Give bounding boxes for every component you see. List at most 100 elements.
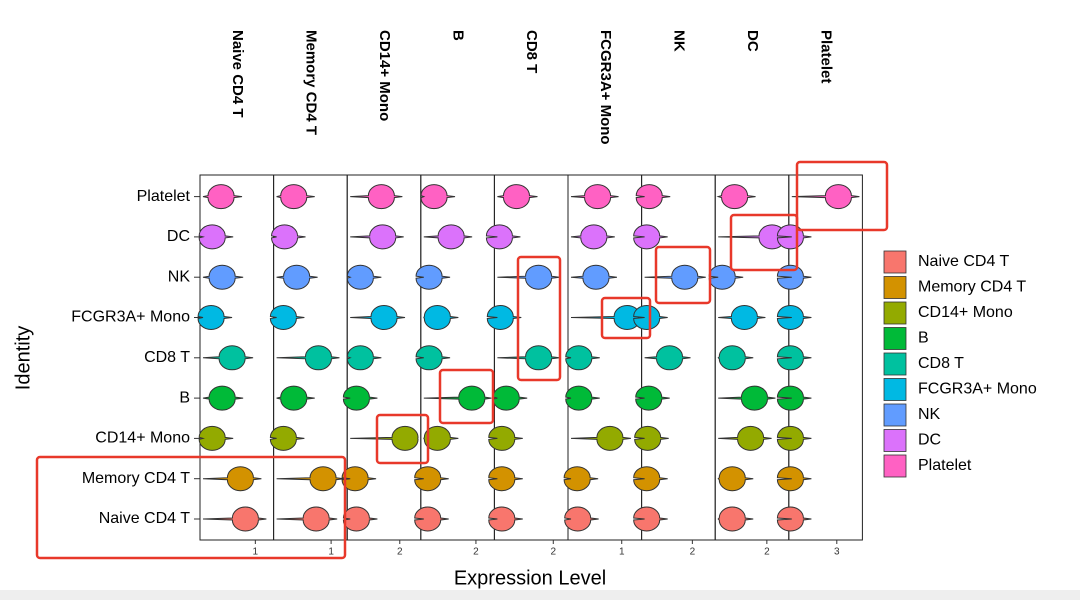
violin xyxy=(570,264,617,290)
violin xyxy=(276,385,315,411)
panel-title: Naive CD4 T xyxy=(229,30,246,118)
violin xyxy=(488,425,523,451)
violin xyxy=(791,184,860,210)
violin xyxy=(202,264,244,290)
violin xyxy=(346,345,382,371)
legend-swatch xyxy=(883,403,907,427)
violin xyxy=(341,466,377,492)
violin xyxy=(350,425,419,451)
violin xyxy=(565,345,600,371)
legend-swatch xyxy=(883,301,907,325)
violin xyxy=(563,466,599,492)
violin xyxy=(718,305,766,330)
violin xyxy=(276,506,338,532)
legend-label: Naive CD4 T xyxy=(918,253,1010,270)
violin xyxy=(269,425,305,451)
violin xyxy=(276,264,318,290)
violin xyxy=(776,385,812,411)
violin xyxy=(570,224,615,250)
violin xyxy=(423,224,473,250)
violin xyxy=(644,345,691,371)
violin xyxy=(414,506,449,532)
violin xyxy=(488,506,523,532)
violin xyxy=(716,184,756,210)
x-tick-label: 1 xyxy=(328,547,334,558)
panel-title: NK xyxy=(670,30,687,52)
panel-title: Memory CD4 T xyxy=(302,30,319,135)
y-tick-label: Memory CD4 T xyxy=(82,470,190,487)
violin xyxy=(570,184,619,210)
x-tick-label: 2 xyxy=(473,547,479,558)
violin xyxy=(497,264,560,290)
violin xyxy=(202,345,254,371)
violin xyxy=(565,385,600,411)
legend-label: CD14+ Mono xyxy=(918,304,1013,321)
legend-label: DC xyxy=(918,432,941,449)
violin xyxy=(497,345,560,371)
x-tick-label: 3 xyxy=(834,547,840,558)
violin xyxy=(488,466,523,492)
violin xyxy=(198,425,234,451)
x-tick-label: 2 xyxy=(397,547,403,558)
violin xyxy=(342,385,378,411)
violin xyxy=(276,345,340,371)
footer-band xyxy=(0,590,1080,600)
violin xyxy=(776,506,812,532)
y-tick-label: FCGR3A+ Mono xyxy=(71,309,190,326)
panel-title: Platelet xyxy=(818,30,835,83)
highlight-boxes xyxy=(35,160,889,560)
x-tick-label: 1 xyxy=(619,547,625,558)
violin xyxy=(717,466,754,492)
violin xyxy=(485,224,521,250)
violin xyxy=(202,466,262,492)
violin xyxy=(633,224,668,250)
violin xyxy=(197,305,233,330)
violin xyxy=(635,385,670,411)
violin xyxy=(718,425,772,451)
panel-title: CD8 T xyxy=(523,30,540,73)
x-tick-label: 2 xyxy=(550,547,556,558)
panel-title: CD14+ Mono xyxy=(376,30,393,121)
violin xyxy=(414,466,449,492)
highlight-box xyxy=(729,213,799,272)
violin xyxy=(633,466,668,492)
violin xyxy=(276,466,345,492)
highlight-box xyxy=(438,368,495,425)
violin xyxy=(717,345,754,371)
violin xyxy=(202,184,243,210)
highlight-box xyxy=(375,413,430,465)
legend-swatch xyxy=(883,352,907,376)
violin xyxy=(776,305,812,330)
legend-swatch xyxy=(883,250,907,274)
legend-swatch xyxy=(883,454,907,478)
violin xyxy=(776,345,812,371)
violin xyxy=(708,264,744,290)
violin xyxy=(633,506,668,532)
violin xyxy=(570,305,641,330)
violin xyxy=(423,305,459,330)
violin xyxy=(776,466,812,492)
highlight-box xyxy=(516,255,562,382)
violin xyxy=(271,224,306,250)
violin xyxy=(420,184,456,210)
highlight-box xyxy=(600,296,652,340)
x-tick-label: 2 xyxy=(764,547,770,558)
legend-label: FCGR3A+ Mono xyxy=(918,381,1037,398)
legend-label: Memory CD4 T xyxy=(918,279,1026,296)
y-tick-label: CD14+ Mono xyxy=(95,430,190,447)
y-axis-title: Identity xyxy=(12,326,34,390)
violin xyxy=(198,224,234,250)
violin xyxy=(564,506,599,532)
violin xyxy=(644,264,706,290)
legend-swatch xyxy=(883,429,907,452)
violin xyxy=(492,385,528,411)
panel-title: FCGR3A+ Mono xyxy=(597,30,614,145)
violin xyxy=(276,184,315,210)
violin xyxy=(342,506,378,532)
legend-swatch xyxy=(883,327,907,350)
y-tick-label: DC xyxy=(167,228,190,245)
panel-title: DC xyxy=(744,30,761,52)
violin xyxy=(718,385,776,411)
x-tick-label: 1 xyxy=(253,547,259,558)
violin xyxy=(202,506,267,532)
